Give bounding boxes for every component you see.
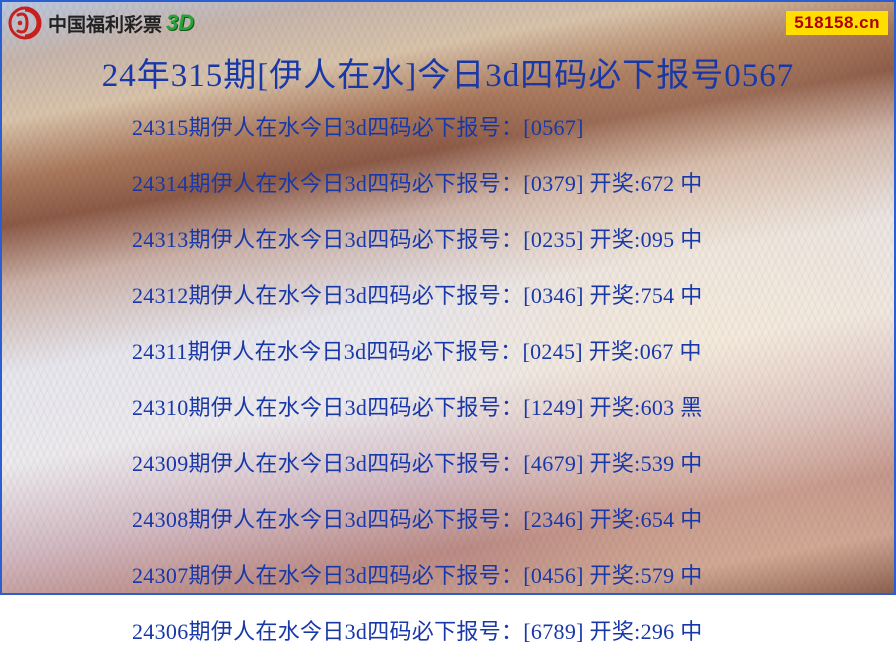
list-item: 24308期伊人在水今日3d四码必下报号：[2346] 开奖:654 中	[132, 502, 854, 534]
brand-3d-suffix: 3D	[166, 10, 194, 36]
list-item: 24313期伊人在水今日3d四码必下报号：[0235] 开奖:095 中	[132, 222, 854, 254]
brand-text: 中国福利彩票	[48, 10, 162, 37]
site-badge[interactable]: 518158.cn	[786, 11, 888, 35]
list-item: 24307期伊人在水今日3d四码必下报号：[0456] 开奖:579 中	[132, 558, 854, 590]
list-item: 24314期伊人在水今日3d四码必下报号：[0379] 开奖:672 中	[132, 166, 854, 198]
list-item: 24309期伊人在水今日3d四码必下报号：[4679] 开奖:539 中	[132, 446, 854, 478]
header: 中国福利彩票 3D 518158.cn	[8, 6, 888, 40]
brand-logo: 中国福利彩票 3D	[8, 6, 194, 40]
list-item: 24310期伊人在水今日3d四码必下报号：[1249] 开奖:603 黑	[132, 390, 854, 422]
list-item: 24312期伊人在水今日3d四码必下报号：[0346] 开奖:754 中	[132, 278, 854, 310]
lottery-logo-icon	[8, 6, 42, 40]
brand-text-wrap: 中国福利彩票 3D	[48, 10, 194, 37]
page-container: 中国福利彩票 3D 518158.cn 24年315期[伊人在水]今日3d四码必…	[0, 0, 896, 595]
list-item: 24315期伊人在水今日3d四码必下报号：[0567]	[132, 110, 854, 142]
prediction-list: 24315期伊人在水今日3d四码必下报号：[0567] 24314期伊人在水今日…	[132, 110, 854, 646]
page-title: 24年315期[伊人在水]今日3d四码必下报号0567	[2, 48, 894, 96]
list-item: 24306期伊人在水今日3d四码必下报号：[6789] 开奖:296 中	[132, 614, 854, 646]
list-item: 24311期伊人在水今日3d四码必下报号：[0245] 开奖:067 中	[132, 334, 854, 366]
